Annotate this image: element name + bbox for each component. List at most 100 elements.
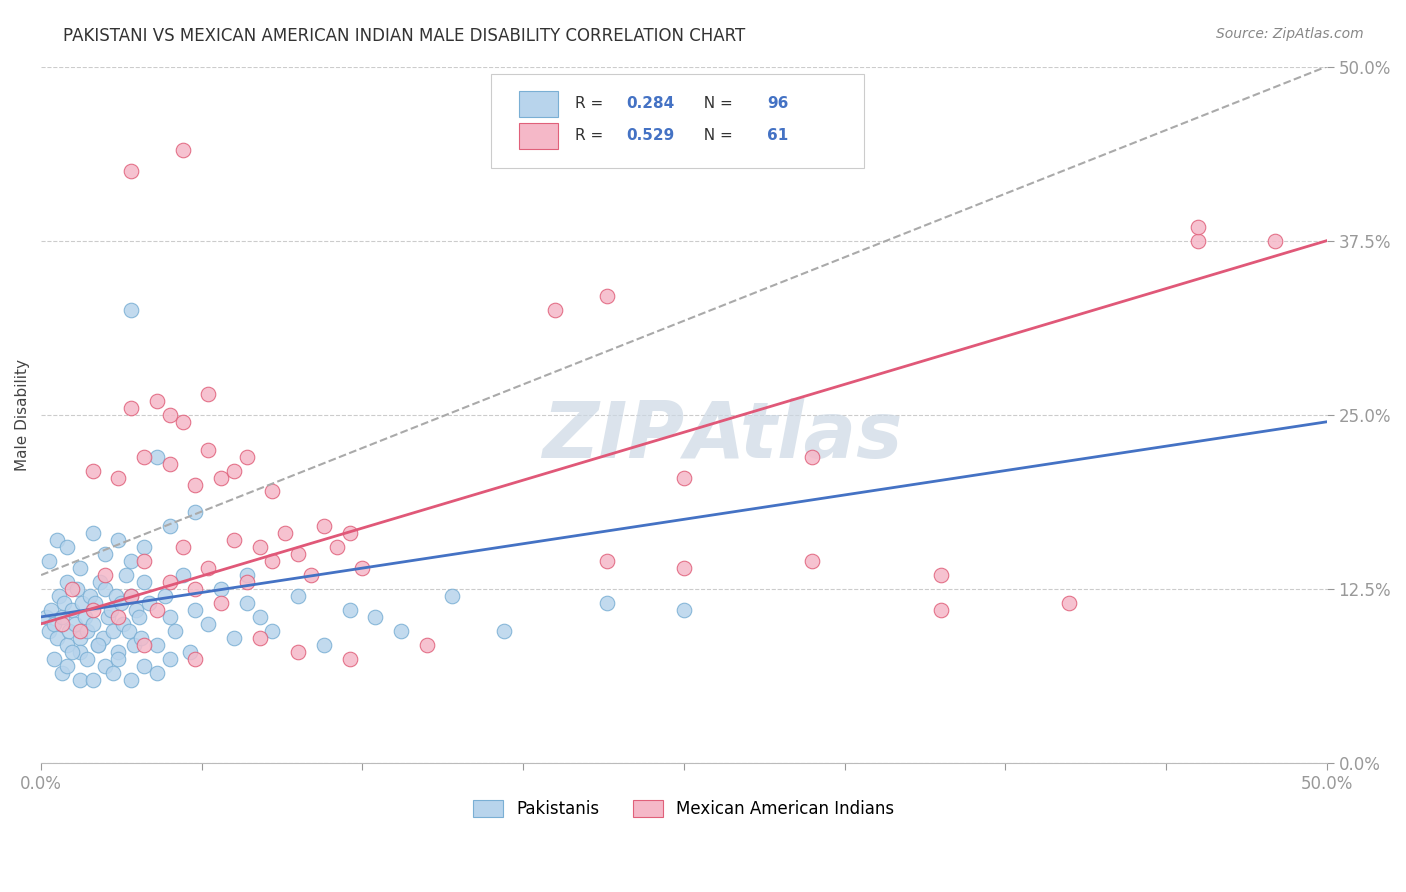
Point	[249, 540, 271, 554]
Point	[122, 638, 145, 652]
Point	[94, 582, 117, 596]
Point	[56, 575, 79, 590]
Point	[56, 540, 79, 554]
Point	[249, 631, 271, 645]
Point	[339, 603, 361, 617]
Legend: Pakistanis, Mexican American Indians: Pakistanis, Mexican American Indians	[467, 793, 901, 824]
Point	[76, 651, 98, 665]
Point	[101, 665, 124, 680]
Point	[146, 665, 169, 680]
Point	[60, 645, 83, 659]
Point	[79, 589, 101, 603]
Point	[69, 645, 91, 659]
Point	[84, 596, 107, 610]
Point	[56, 638, 79, 652]
Point	[146, 393, 169, 408]
Point	[163, 624, 186, 638]
Point	[339, 526, 361, 541]
Point	[159, 408, 181, 422]
Point	[120, 554, 142, 568]
FancyBboxPatch shape	[491, 73, 863, 168]
Point	[97, 610, 120, 624]
Point	[1187, 234, 1209, 248]
Point	[107, 470, 129, 484]
Point	[596, 554, 619, 568]
Point	[107, 645, 129, 659]
Point	[544, 303, 567, 318]
Point	[184, 603, 207, 617]
Point	[48, 589, 70, 603]
Point	[672, 603, 695, 617]
Point	[66, 582, 89, 596]
Point	[110, 596, 132, 610]
Point	[69, 624, 91, 638]
Point	[107, 533, 129, 548]
Point	[441, 589, 464, 603]
Point	[51, 610, 73, 624]
Point	[1187, 219, 1209, 234]
Point	[107, 610, 129, 624]
Point	[132, 658, 155, 673]
Text: R =: R =	[575, 96, 607, 111]
Point	[262, 554, 284, 568]
Point	[236, 450, 259, 464]
Point	[82, 673, 104, 687]
Point	[89, 575, 111, 590]
Point	[107, 651, 129, 665]
Point	[236, 575, 259, 590]
Point	[120, 589, 142, 603]
Text: 0.284: 0.284	[626, 96, 675, 111]
Point	[94, 568, 117, 582]
Point	[184, 505, 207, 519]
Point	[312, 638, 335, 652]
Point	[287, 645, 309, 659]
Point	[51, 665, 73, 680]
Point	[45, 631, 67, 645]
Point	[146, 603, 169, 617]
Point	[159, 610, 181, 624]
Point	[352, 561, 374, 575]
Point	[159, 519, 181, 533]
Point	[222, 533, 245, 548]
Point	[82, 464, 104, 478]
Point	[312, 519, 335, 533]
Point	[131, 631, 153, 645]
Point	[63, 616, 86, 631]
Point	[115, 568, 138, 582]
Point	[132, 450, 155, 464]
Point	[38, 624, 60, 638]
Point	[146, 638, 169, 652]
Point	[262, 484, 284, 499]
Point	[82, 526, 104, 541]
Point	[172, 540, 194, 554]
Point	[416, 638, 439, 652]
Point	[389, 624, 412, 638]
Text: 0.529: 0.529	[626, 128, 675, 143]
Point	[287, 547, 309, 561]
Point	[70, 596, 93, 610]
Point	[672, 561, 695, 575]
Text: 96: 96	[768, 96, 789, 111]
Point	[209, 582, 232, 596]
Point	[42, 651, 65, 665]
Point	[146, 450, 169, 464]
Point	[172, 415, 194, 429]
Point	[801, 554, 824, 568]
Point	[287, 589, 309, 603]
Point	[125, 603, 148, 617]
Point	[236, 596, 259, 610]
Point	[101, 624, 124, 638]
Point	[262, 624, 284, 638]
FancyBboxPatch shape	[519, 123, 558, 150]
Point	[100, 603, 122, 617]
Point	[179, 645, 201, 659]
Point	[209, 596, 232, 610]
Point	[38, 554, 60, 568]
Point	[56, 658, 79, 673]
Point	[76, 624, 98, 638]
Point	[492, 624, 515, 638]
Point	[42, 616, 65, 631]
Point	[51, 616, 73, 631]
Point	[197, 616, 219, 631]
Point	[60, 603, 83, 617]
